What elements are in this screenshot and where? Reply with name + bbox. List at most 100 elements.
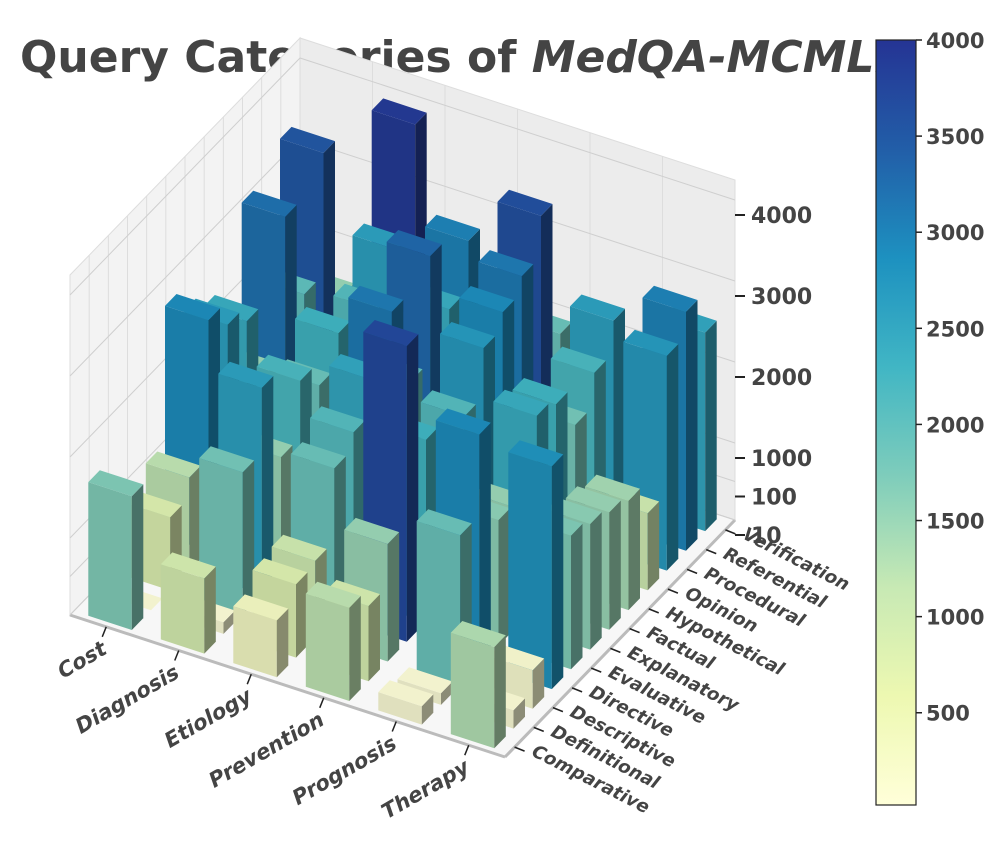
bar-side (571, 523, 583, 670)
bar-side (666, 344, 679, 571)
bar-top (145, 451, 201, 478)
y-tick (533, 726, 545, 733)
bar-top (325, 579, 380, 606)
y-tick (610, 647, 621, 654)
bar-side (441, 681, 453, 705)
bar-side (647, 501, 660, 591)
bar-front (508, 452, 552, 690)
bar-side (613, 308, 625, 528)
bar-top (88, 470, 144, 497)
bar-front (305, 593, 350, 701)
y-tick (686, 568, 698, 575)
bar-top (363, 320, 419, 346)
bar-top (203, 295, 259, 322)
bar-front (88, 482, 132, 630)
x-tick-label: Diagnosis (71, 660, 183, 738)
x-tick (246, 673, 252, 685)
bar-top (493, 389, 549, 416)
bar-top (623, 329, 679, 356)
bar-side (705, 320, 717, 532)
bar-top (440, 322, 495, 348)
bar (233, 594, 289, 678)
bar-top (310, 406, 365, 433)
bar-side (276, 608, 289, 678)
bar-side (628, 488, 640, 611)
colorbar-tick-label: 500 (926, 702, 970, 726)
bar-top (199, 446, 255, 473)
bar-side (686, 300, 698, 551)
bar-top (512, 378, 568, 405)
bar-side (479, 422, 491, 666)
colorbar-gradient (875, 39, 917, 806)
front-edge (69, 613, 506, 759)
title-emphasis: MedQA-MCMLE (532, 32, 905, 83)
bar-top (508, 440, 564, 467)
bar (160, 552, 216, 654)
bars (88, 98, 717, 749)
bar-side (349, 595, 361, 701)
bar-side (189, 465, 201, 571)
bar-side (406, 334, 419, 642)
bar-front (450, 632, 495, 749)
colorbar-tick-label: 1500 (926, 510, 984, 534)
bar-top (218, 361, 274, 388)
bar-side (494, 635, 506, 749)
y-tick (590, 667, 602, 673)
bar-top (271, 534, 327, 561)
bar-side (532, 658, 545, 709)
bar-top (459, 286, 515, 313)
bar-side (261, 376, 274, 595)
bar-top (371, 98, 427, 125)
bar (450, 621, 506, 749)
bar-top (160, 552, 216, 579)
y-tick (571, 687, 583, 693)
bar-top (305, 581, 361, 608)
bar-top (397, 667, 453, 694)
colorbar-tick-label: 3000 (926, 221, 984, 245)
y-tick (667, 588, 679, 594)
bar-top (256, 354, 312, 381)
y-tick (514, 746, 525, 752)
z-tick-label: 3000 (751, 285, 812, 310)
bar-side (131, 484, 144, 630)
bar-top (344, 517, 400, 544)
x-tick (464, 744, 470, 756)
x-tick (319, 697, 325, 709)
bar-front (378, 692, 422, 725)
bar-side (609, 500, 621, 630)
bar-top (295, 307, 350, 334)
bar-top (280, 126, 335, 153)
bar-side (334, 456, 346, 619)
y-tick (725, 529, 736, 535)
bar-top (420, 390, 476, 417)
y-tick (552, 706, 564, 713)
x-tick (101, 626, 107, 638)
bar-side (513, 698, 525, 729)
bar-front (233, 606, 277, 678)
bar-front (160, 564, 205, 654)
bar-side (421, 694, 434, 725)
y-tick (648, 608, 660, 614)
bar-side (204, 566, 216, 654)
bar-side (296, 572, 308, 658)
bar-top (386, 230, 442, 256)
bar-top (425, 214, 480, 241)
bar-top (585, 474, 640, 501)
y-tick (705, 548, 717, 555)
z-tick-label: 2000 (751, 366, 812, 391)
bar-top (378, 680, 434, 707)
bar (305, 581, 361, 701)
bar-side (590, 512, 602, 650)
x-tick (174, 650, 180, 661)
bar-top (233, 594, 289, 621)
z-tick-label: 10 (751, 524, 782, 549)
bar-top (570, 294, 625, 321)
bar-top (497, 189, 553, 216)
bar-top (550, 346, 606, 373)
colorbar-tick-label: 2000 (926, 413, 984, 437)
bar-side (242, 460, 255, 615)
colorbar: 500 1000 1500 2000 2500 3000 3500 4000 (875, 29, 984, 806)
bar-side (368, 594, 380, 682)
bar-front (416, 521, 461, 686)
